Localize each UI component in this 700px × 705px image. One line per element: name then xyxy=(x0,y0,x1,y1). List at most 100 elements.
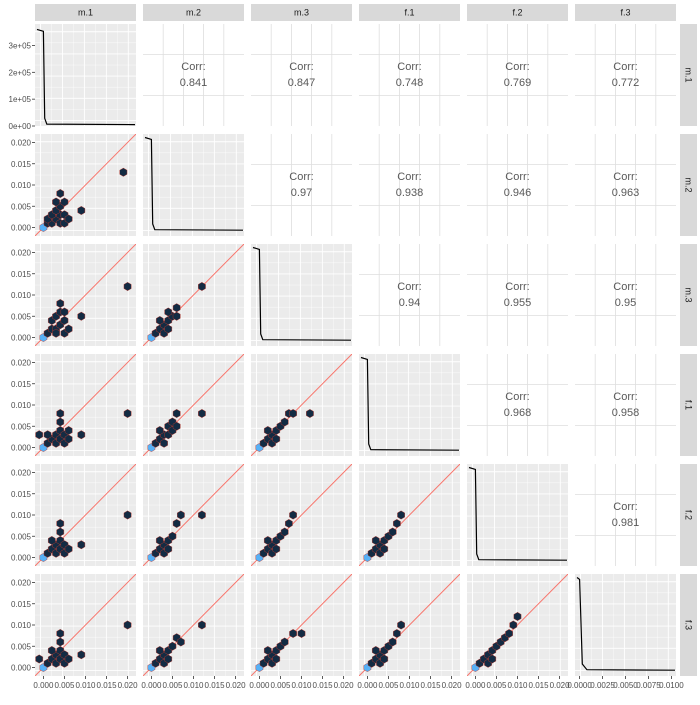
xtick-label-m.1: 0.005 xyxy=(54,681,75,690)
panel-m.2-m.3: Corr: 0.97 xyxy=(251,134,352,236)
panel-f.2-m.3 xyxy=(251,464,352,566)
panel-f.1-m.2-marks xyxy=(143,354,244,456)
panel-f.3-m.2 xyxy=(143,574,244,676)
ytick-label-f.2: 0.000 xyxy=(11,554,32,563)
hexbin-f.1-m.2-8 xyxy=(160,438,168,448)
panel-f.2-m.2-marks xyxy=(143,464,244,566)
hexbin-f.1-m.1-9 xyxy=(56,417,65,427)
hexbin-f.2-m.2-10 xyxy=(177,510,185,520)
hexbin-f.2-m.1-6 xyxy=(48,536,56,545)
corr-value-m.1-f.3: 0.772 xyxy=(612,77,640,89)
corr-label-m.2-f.2: Corr: xyxy=(505,171,529,183)
xtick-label-m.2: 0.015 xyxy=(205,681,226,690)
hexbin-f.2-m.2-9 xyxy=(172,519,181,528)
panel-f.1-m.1 xyxy=(35,354,136,456)
ytick-label-f.1: 0.010 xyxy=(11,401,32,410)
panel-f.2-f.2 xyxy=(467,464,568,566)
panel-m.3-m.3-bg xyxy=(251,244,352,346)
panel-f.1-f.3: Corr: 0.958 xyxy=(575,354,676,456)
panel-m.2-f.1-bg xyxy=(359,134,460,236)
panel-f.3-f.1 xyxy=(359,574,460,676)
xtick-label-m.1: 0.010 xyxy=(75,681,96,690)
panel-m.2-f.2-bg xyxy=(467,134,568,236)
panel-m.2-f.2: Corr: 0.946 xyxy=(467,134,568,236)
strip-right-m.3 xyxy=(680,244,697,346)
ytick-label-f.3: 0.015 xyxy=(11,600,32,609)
panel-f.1-f.1-bg xyxy=(359,354,460,456)
panel-f.2-m.2 xyxy=(143,464,244,566)
panel-f.3-m.3-marks xyxy=(251,574,352,676)
hexbin-m.3-m.1-9 xyxy=(56,299,65,308)
hexbin-f.3-f.2-11 xyxy=(509,620,518,630)
xtick-label-f.3: 0.0050 xyxy=(613,681,638,690)
strip-right-label-m.2: m.2 xyxy=(684,177,694,192)
strip-right-f.2 xyxy=(680,464,697,566)
corr-value-m.3-f.2: 0.955 xyxy=(504,297,532,309)
panel-f.3-m.1-marks xyxy=(35,574,136,676)
corr-label-m.1-m.3: Corr: xyxy=(289,61,313,73)
hexbin-f.1-m.2-4 xyxy=(156,426,164,435)
ytick-label-f.1: 0.015 xyxy=(11,380,32,389)
hexbin-m.2-m.1-11 xyxy=(56,189,65,198)
xtick-label-f.1: 0.015 xyxy=(421,681,442,690)
ytick-label-f.1: 0.020 xyxy=(11,359,32,368)
hexbin-f.3-m.2-10 xyxy=(177,637,185,647)
corr-value-f.2-f.3: 0.981 xyxy=(612,517,640,529)
ytick-label-f.1: 0.005 xyxy=(11,422,32,431)
strip-top-label-f.2: f.2 xyxy=(512,8,522,18)
ytick-label-f.1: 0.000 xyxy=(11,444,32,453)
density-line-m.2 xyxy=(144,136,244,231)
corr-value-m.2-m.3: 0.97 xyxy=(291,187,312,199)
panel-f.3-m.2-marks xyxy=(143,574,244,676)
hexbin-m.3-m.1-10 xyxy=(60,307,69,317)
hexbin-f.1-m.1-14 xyxy=(77,430,86,440)
xtick-label-m.3: 0.010 xyxy=(291,681,312,690)
hexbin-f.3-m.1-14 xyxy=(35,654,44,664)
panel-f.3-f.2-marks xyxy=(467,574,568,676)
panel-m.2-f.3: Corr: 0.963 xyxy=(575,134,676,236)
hexbin-f.2-m.1-12 xyxy=(64,544,73,554)
panel-m.1-m.1 xyxy=(35,24,136,126)
strip-top-label-m.1: m.1 xyxy=(78,8,93,18)
panel-m.3-f.3-bg xyxy=(575,244,676,346)
ytick-label-m.2: 0.005 xyxy=(11,202,32,211)
strip-right-f.1 xyxy=(680,354,697,456)
hexbin-f.3-f.1-9 xyxy=(380,654,389,664)
hexbin-f.1-m.3-4 xyxy=(264,426,272,435)
ytick-label-m.3: 0.015 xyxy=(11,270,32,279)
panel-f.3-m.3 xyxy=(251,574,352,676)
xtick-label-f.2: 0.005 xyxy=(486,681,507,690)
corr-value-m.1-m.3: 0.847 xyxy=(288,77,316,89)
xtick-label-m.2: 0.000 xyxy=(141,681,162,690)
hexbin-m.3-m.2-7 xyxy=(164,307,173,317)
hexbin-f.3-m.2-11 xyxy=(198,620,206,630)
xtick-label-f.3: 0.0025 xyxy=(590,681,615,690)
hexbin-f.3-f.2-9 xyxy=(488,654,497,664)
panel-m.2-m.2-bg xyxy=(143,134,244,236)
panel-m.1-f.2: Corr: 0.769 xyxy=(467,24,568,126)
ytick-label-m.1: 1e+05 xyxy=(9,95,32,104)
density-line-f.2 xyxy=(468,466,568,561)
hexbin-m.3-m.1-14 xyxy=(77,311,86,321)
density-line-f.1 xyxy=(360,356,460,451)
strip-top-label-m.3: m.3 xyxy=(294,8,309,18)
corr-value-m.1-f.2: 0.769 xyxy=(504,77,532,89)
panel-m.1-m.1-bg xyxy=(35,24,136,126)
hexbin-f.2-m.2-8 xyxy=(164,544,173,554)
corr-value-m.2-f.1: 0.938 xyxy=(396,187,424,199)
hexbin-f.2-m.1-9 xyxy=(56,527,65,537)
hexbin-m.3-m.1-15 xyxy=(123,282,132,291)
strip-right-f.3 xyxy=(680,574,697,676)
xtick-label-f.1: 0.000 xyxy=(357,681,378,690)
hexbin-m.2-m.1-12 xyxy=(60,197,69,207)
panel-f.1-m.3-marks xyxy=(251,354,352,456)
xtick-label-m.3: 0.015 xyxy=(313,681,334,690)
panel-m.1-f.3: Corr: 0.772 xyxy=(575,24,676,126)
corr-label-f.1-f.3: Corr: xyxy=(613,391,637,403)
xtick-label-m.1: 0.015 xyxy=(97,681,118,690)
corr-value-m.1-f.1: 0.748 xyxy=(396,77,424,89)
strip-right-m.1 xyxy=(680,24,697,126)
hexbin-f.2-m.1-10 xyxy=(56,519,65,528)
hexbin-f.3-m.1-10 xyxy=(56,629,65,638)
